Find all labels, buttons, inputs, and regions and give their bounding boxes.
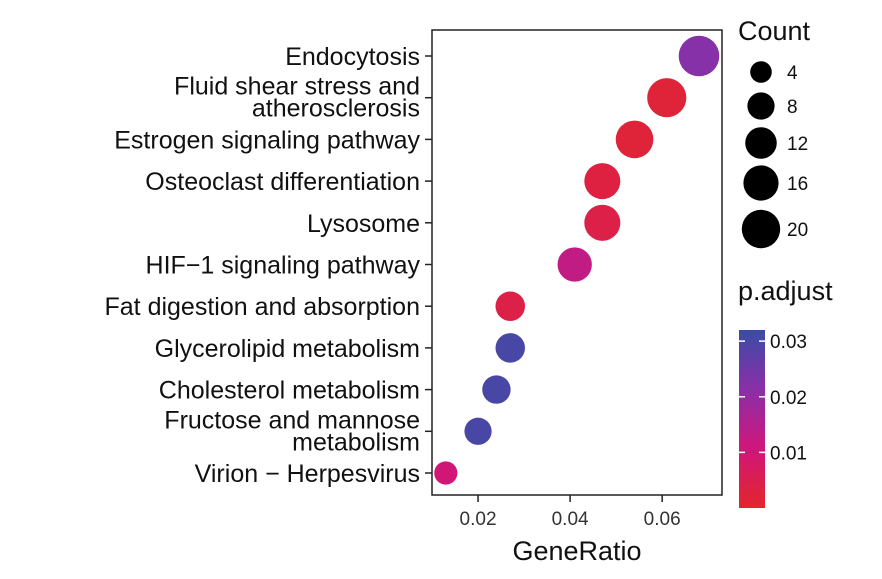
- data-point: [495, 333, 526, 363]
- category-label: Cholesterol metabolism: [159, 377, 420, 405]
- category-label: Endocytosis: [285, 43, 420, 71]
- colorbar-label: 0.02: [770, 388, 807, 409]
- data-point: [615, 120, 654, 159]
- data-point: [464, 417, 492, 445]
- data-points: [434, 35, 720, 485]
- data-point: [495, 291, 526, 321]
- data-point: [584, 163, 621, 200]
- category-label: HIF−1 signaling pathway: [146, 252, 421, 280]
- category-label: Lysosome: [307, 210, 420, 238]
- category-label: metabolism: [292, 428, 420, 456]
- data-point: [584, 204, 621, 241]
- padjust-legend-title: p.adjust: [738, 276, 833, 306]
- colorbar-label: 0.03: [770, 332, 807, 353]
- count-legend-label: 12: [787, 134, 808, 155]
- x-tick-label: 0.06: [644, 509, 681, 530]
- count-legend-key: [747, 92, 775, 120]
- count-legend-label: 16: [787, 174, 808, 195]
- count-legend-key: [743, 165, 779, 201]
- x-axis-ticks: [477, 495, 663, 502]
- category-label: Fructose and mannose: [164, 406, 420, 434]
- colorbar-label: 0.01: [770, 443, 807, 464]
- x-axis-tick-labels: 0.02 0.04 0.06: [460, 509, 681, 530]
- data-point: [557, 247, 592, 282]
- data-point: [482, 375, 511, 404]
- category-label: Fluid shear stress and: [174, 73, 420, 101]
- count-legend-label: 4: [787, 63, 798, 84]
- count-legend-label: 20: [787, 220, 808, 241]
- count-legend-key: [750, 61, 772, 83]
- padjust-legend-ticks: 0.03 0.02 0.01: [739, 332, 807, 464]
- category-label: Fat digestion and absorption: [105, 293, 421, 321]
- category-label: Estrogen signaling pathway: [114, 126, 420, 154]
- data-point: [647, 78, 687, 118]
- category-label: Glycerolipid metabolism: [155, 335, 420, 363]
- category-label: Osteoclast differentiation: [145, 168, 420, 196]
- data-point: [434, 461, 458, 485]
- y-axis-ticks: [425, 55, 432, 474]
- x-tick-label: 0.02: [460, 509, 497, 530]
- padjust-colorbar: [739, 330, 765, 508]
- count-legend-key: [745, 127, 777, 159]
- count-legend-title: Count: [738, 16, 811, 46]
- x-axis-title: GeneRatio: [512, 536, 641, 566]
- plot-panel: [431, 29, 723, 496]
- data-point: [678, 35, 720, 77]
- category-label: atherosclerosis: [252, 95, 420, 123]
- category-label: Virion − Herpesvirus: [195, 460, 420, 488]
- count-legend-key: [741, 209, 781, 249]
- count-legend-label: 8: [787, 97, 798, 118]
- x-tick-label: 0.04: [552, 509, 589, 530]
- count-legend: 4 8 12 16 20: [741, 61, 808, 249]
